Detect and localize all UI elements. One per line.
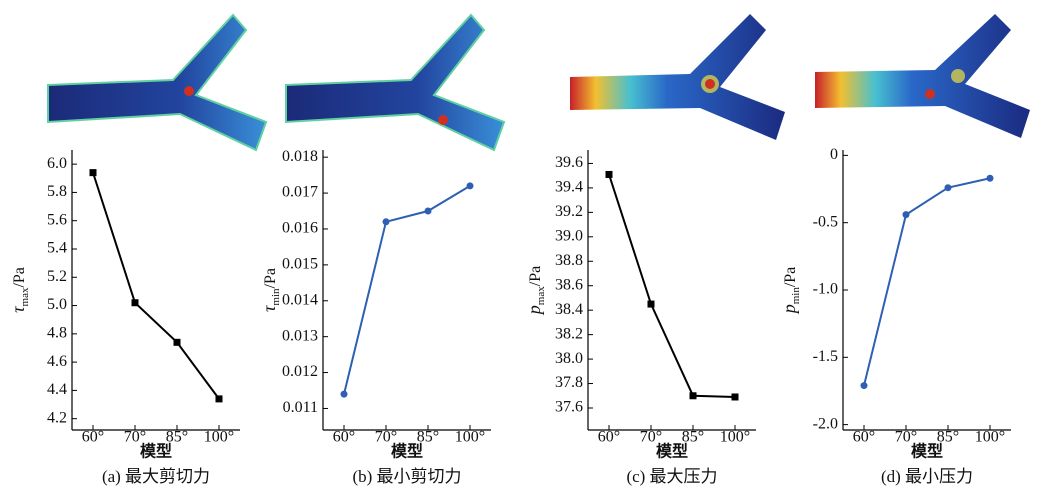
y-tick-label: 39.6: [555, 154, 583, 171]
data-point: [425, 208, 432, 215]
data-line: [344, 186, 470, 394]
data-point: [383, 218, 390, 225]
y-tick-label: 38.4: [555, 301, 583, 318]
y-label-unit: /Pa: [262, 268, 279, 288]
y-tick-label: 4.2: [47, 409, 67, 426]
data-point: [903, 211, 910, 218]
y-tick-label: 4.4: [47, 381, 67, 398]
y-tick-label: 0.017: [282, 184, 318, 201]
data-point: [216, 395, 223, 402]
y-label-subscript: max: [535, 286, 547, 305]
y-tick-label: 0.013: [282, 327, 318, 344]
data-point: [606, 171, 613, 178]
data-line: [864, 178, 990, 385]
x-tick-label: 60°: [598, 429, 620, 446]
x-tick-label: 100°: [720, 429, 750, 446]
y-tick-label: 0.016: [282, 220, 318, 237]
x-axis-label: 模型: [391, 442, 423, 461]
vessel-image: [815, 14, 1030, 138]
y-tick-label: 38.2: [555, 325, 583, 342]
y-tick-label: 5.0: [47, 296, 67, 313]
y-tick-label: 5.4: [47, 240, 67, 257]
data-point: [467, 182, 474, 189]
y-tick-label: -1.5: [813, 348, 838, 365]
y-label-symbol: p: [779, 304, 799, 315]
data-point: [132, 299, 139, 306]
x-tick-label: 100°: [204, 429, 234, 446]
y-tick-label: 38.8: [555, 252, 583, 269]
x-tick-label: 60°: [853, 429, 875, 446]
y-tick-label: 38.0: [555, 350, 583, 367]
y-label-symbol: p: [524, 305, 544, 316]
y-tick-label: 4.6: [47, 353, 67, 370]
y-label-unit: /Pa: [11, 267, 28, 287]
data-point: [341, 391, 348, 398]
data-point: [987, 175, 994, 182]
y-label-subscript: min: [790, 287, 802, 305]
y-tick-label: 4.8: [47, 325, 67, 342]
x-axis-label: 模型: [656, 442, 688, 461]
y-tick-label: -0.5: [813, 213, 838, 230]
y-tick-label: 0.011: [283, 399, 318, 416]
y-tick-label: 0.012: [282, 363, 318, 380]
data-point: [90, 169, 97, 176]
y-tick-label: 38.6: [555, 276, 583, 293]
x-tick-label: 60°: [333, 429, 355, 446]
y-axis-label: pmin/Pa: [779, 267, 801, 316]
y-tick-label: 5.8: [47, 183, 67, 200]
y-axis-label: τmin/Pa: [259, 268, 281, 312]
y-tick-label: 5.2: [47, 268, 67, 285]
data-point: [690, 392, 697, 399]
caption: (d) 最小压力: [881, 467, 973, 486]
y-tick-label: 0.015: [282, 256, 318, 273]
y-tick-label: 37.6: [555, 399, 583, 416]
x-axis-label: 模型: [140, 442, 172, 461]
vessel-image: [570, 14, 785, 140]
data-line: [609, 174, 735, 397]
y-axis-label: pmax/Pa: [524, 266, 546, 316]
x-axis-label: 模型: [911, 442, 943, 461]
y-tick-label: 39.0: [555, 227, 583, 244]
data-point: [861, 382, 868, 389]
y-label-unit: /Pa: [782, 267, 799, 287]
data-line: [93, 173, 219, 399]
caption: (c) 最大压力: [626, 467, 717, 486]
x-tick-label: 100°: [455, 429, 485, 446]
caption: (a) 最大剪切力: [102, 467, 210, 486]
y-label-unit: /Pa: [527, 266, 544, 286]
caption: (b) 最小剪切力: [352, 467, 461, 486]
y-tick-label: 37.8: [555, 374, 583, 391]
y-tick-label: 39.4: [555, 179, 583, 196]
data-point: [174, 339, 181, 346]
x-tick-label: 100°: [975, 429, 1005, 446]
figure: 4.24.44.64.85.05.25.45.65.86.060°70°85°1…: [0, 0, 1046, 492]
y-label-subscript: max: [19, 287, 31, 306]
y-tick-label: 5.6: [47, 211, 67, 228]
data-point: [648, 301, 655, 308]
x-tick-label: 60°: [82, 429, 104, 446]
y-tick-label: 39.2: [555, 203, 583, 220]
y-tick-label: -2.0: [813, 415, 838, 432]
vessel-image: [286, 15, 504, 150]
y-tick-label: -1.0: [813, 281, 838, 298]
y-axis-label: τmax/Pa: [8, 267, 30, 313]
y-label-subscript: min: [270, 288, 282, 306]
data-point: [732, 393, 739, 400]
y-tick-label: 0.014: [282, 291, 318, 308]
y-tick-label: 0: [830, 146, 838, 163]
vessel-image: [48, 15, 266, 150]
data-point: [945, 184, 952, 191]
y-tick-label: 6.0: [47, 155, 67, 172]
y-tick-label: 0.018: [282, 148, 318, 165]
